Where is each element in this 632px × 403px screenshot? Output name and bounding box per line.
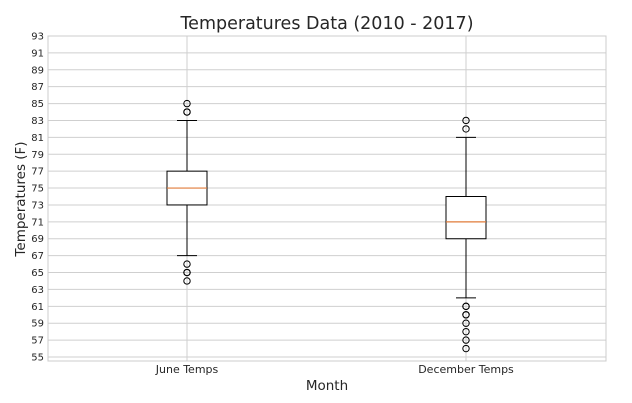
y-tick-label: 65 xyxy=(31,268,44,279)
boxes xyxy=(166,99,487,353)
y-tick-label: 89 xyxy=(31,65,44,76)
y-tick-label: 73 xyxy=(31,200,44,211)
y-tick-label: 55 xyxy=(31,353,44,364)
y-tick-label: 75 xyxy=(31,184,44,195)
box-december-temps xyxy=(445,116,487,353)
outlier-point xyxy=(462,327,470,336)
outlier-point xyxy=(183,260,191,268)
y-tick-label: 57 xyxy=(31,336,44,347)
outlier-point xyxy=(183,268,191,277)
y-tick-label: 93 xyxy=(31,32,44,43)
y-tick-label: 71 xyxy=(31,217,44,228)
iqr-box xyxy=(445,196,487,240)
y-tick-labels: 55 57 59 61 63 65 67 69 71 73 75 77 79 81 83 85 87 89 91 93 xyxy=(31,32,44,364)
y-tick-label: 61 xyxy=(31,302,44,313)
y-tick-label: 81 xyxy=(31,133,44,144)
outlier-point xyxy=(183,99,191,108)
y-tick-label: 85 xyxy=(31,99,44,110)
y-axis-label: Temperatures (F) xyxy=(13,141,29,257)
outlier-point xyxy=(462,336,470,344)
x-tick-label: June Temps xyxy=(155,363,219,376)
outlier-point xyxy=(462,344,470,353)
y-tick-label: 79 xyxy=(31,150,44,161)
y-tick-label: 87 xyxy=(31,82,44,93)
box-june-temps xyxy=(166,99,208,285)
y-tick-label: 59 xyxy=(31,319,44,330)
outlier-point xyxy=(183,277,191,285)
outlier-point xyxy=(462,319,470,327)
y-tick-label: 67 xyxy=(31,251,44,262)
y-tick-label: 91 xyxy=(31,48,44,59)
grid-lines xyxy=(48,35,606,361)
x-tick-label: December Temps xyxy=(418,363,514,376)
x-axis-label: Month xyxy=(306,378,348,394)
y-tick-label: 63 xyxy=(31,285,44,296)
outlier-point xyxy=(462,125,470,133)
x-tick-labels: June Temps December Temps xyxy=(155,363,514,376)
outlier-point xyxy=(183,108,191,116)
outlier-point xyxy=(462,302,470,311)
y-tick-label: 77 xyxy=(31,167,44,178)
y-tick-label: 69 xyxy=(31,234,44,245)
y-tick-label: 83 xyxy=(31,116,44,127)
outlier-point xyxy=(462,311,470,319)
chart-title: Temperatures Data (2010 - 2017) xyxy=(179,14,473,34)
outlier-point xyxy=(462,116,470,125)
plot-area-frame xyxy=(47,35,607,362)
